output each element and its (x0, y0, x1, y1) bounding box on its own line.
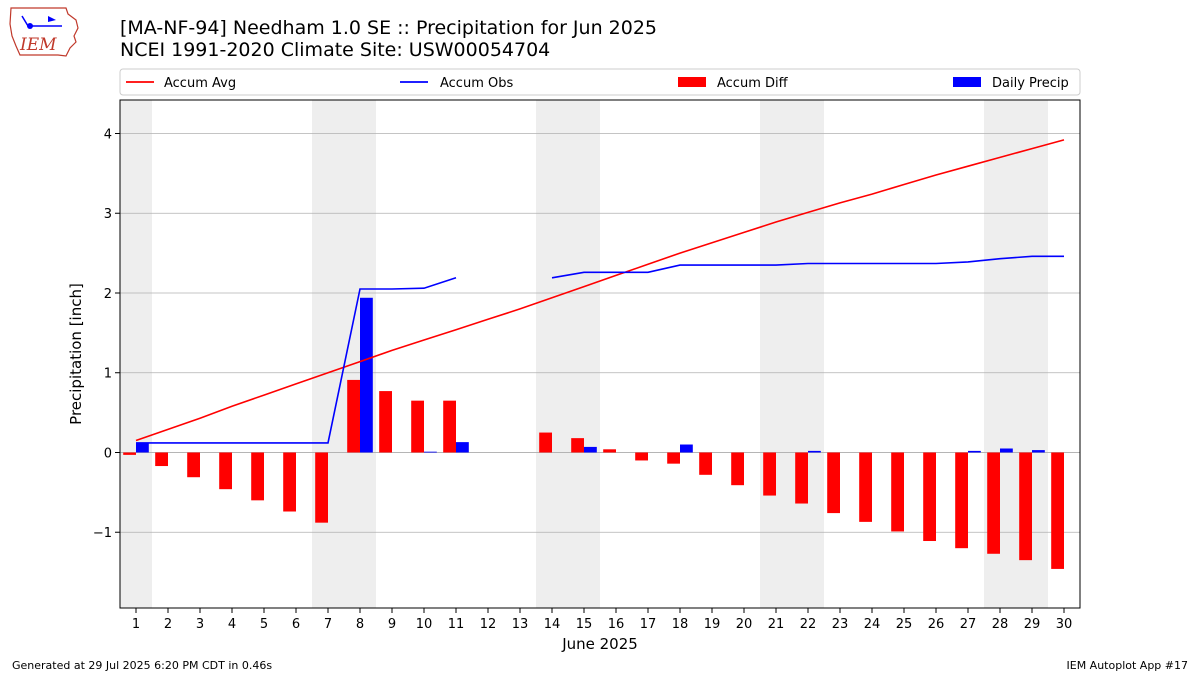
y-tick-label: 0 (104, 446, 112, 461)
accum-diff-bar (987, 452, 1000, 554)
x-tick-label: 12 (480, 617, 497, 632)
daily-precip-bar (808, 450, 821, 453)
iem-logo-text: IEM (19, 35, 57, 55)
x-tick-label: 18 (672, 617, 689, 632)
chart-title: [MA-NF-94] Needham 1.0 SE :: Precipitati… (120, 17, 658, 39)
daily-precip-bar (360, 297, 373, 453)
accum-diff-bar (763, 452, 776, 496)
x-tick-label: 20 (736, 617, 753, 632)
accum-avg-line (135, 139, 1065, 442)
daily-precip-bar (1000, 448, 1013, 453)
accum-diff-bar (923, 452, 936, 542)
x-tick-label: 11 (448, 617, 465, 632)
x-tick-label: 30 (1056, 617, 1073, 632)
x-tick-label: 25 (896, 617, 913, 632)
x-tick-label: 14 (544, 617, 561, 632)
accum-diff-bar (1019, 452, 1032, 561)
legend-label: Daily Precip (992, 76, 1069, 91)
accum-diff-bar (347, 379, 360, 453)
x-tick-label: 27 (960, 617, 977, 632)
x-tick-label: 6 (292, 617, 300, 632)
accum-diff-bar (283, 452, 296, 512)
x-tick-label: 29 (1024, 617, 1041, 632)
accum-diff-bar (859, 452, 872, 522)
x-tick-label: 17 (640, 617, 657, 632)
x-tick-label: 26 (928, 617, 945, 632)
y-tick-label: 2 (104, 287, 112, 302)
plot-frame (119, 99, 1081, 609)
accum-diff-bar (699, 452, 712, 475)
legend-label: Accum Diff (717, 76, 789, 91)
accum-diff-bar (315, 452, 328, 523)
y-tick-label: 4 (104, 127, 112, 142)
daily-precip-bar (968, 450, 981, 453)
accum-diff-bar (411, 400, 424, 453)
accum-diff-bar (187, 452, 200, 478)
daily-precip-bar (1032, 450, 1045, 453)
x-tick-label: 4 (228, 617, 236, 632)
footer-app: IEM Autoplot App #17 (1066, 659, 1189, 672)
legend-label: Accum Obs (440, 76, 513, 91)
accum-diff-bar (219, 452, 232, 490)
chart-subtitle: NCEI 1991-2020 Climate Site: USW00054704 (120, 39, 551, 61)
accum-diff-bar (603, 449, 616, 453)
y-tick-label: −1 (93, 526, 112, 541)
accum-diff-bar (955, 452, 968, 549)
accum-diff-bar (795, 452, 808, 504)
accum-diff-bar (635, 452, 648, 461)
x-tick-label: 5 (260, 617, 268, 632)
accum-obs-line (136, 255, 1064, 444)
accum-diff-bar (1051, 452, 1064, 569)
daily-precip-bar (136, 442, 149, 453)
x-tick-label: 1 (132, 617, 140, 632)
accum-diff-bar (539, 432, 552, 453)
x-tick-label: 7 (324, 617, 332, 632)
x-tick-label: 28 (992, 617, 1009, 632)
x-tick-label: 21 (768, 617, 785, 632)
weekend-band (536, 100, 600, 608)
x-tick-label: 24 (864, 617, 881, 632)
daily-precip-bar (680, 444, 693, 453)
legend: Accum Avg Accum Obs Accum Diff Daily Precip (119, 68, 1081, 96)
daily-precip-bar (456, 442, 469, 453)
accum-diff-bar (891, 452, 904, 532)
x-tick-label: 16 (608, 617, 625, 632)
legend-swatch-box (953, 77, 981, 87)
accum-diff-bar (155, 452, 168, 467)
x-tick-label: 2 (164, 617, 172, 632)
legend-swatch-box (678, 77, 706, 87)
iem-logo: IEM (9, 7, 79, 57)
x-tick-label: 3 (196, 617, 204, 632)
accum-diff-bar (443, 400, 456, 453)
x-axis-label: June 2025 (561, 635, 638, 653)
accum-diff-bar (123, 452, 136, 455)
x-tick-label: 23 (832, 617, 849, 632)
x-tick-label: 19 (704, 617, 721, 632)
y-tick-label: 3 (104, 207, 112, 222)
y-tick-label: 1 (104, 367, 112, 382)
x-tick-label: 13 (512, 617, 529, 632)
daily-precip-bar (584, 446, 597, 453)
accum-diff-bar (251, 452, 264, 501)
y-axis-label: Precipitation [inch] (67, 283, 85, 425)
x-tick-label: 15 (576, 617, 593, 632)
x-tick-label: 9 (388, 617, 396, 632)
daily-precip-bar (424, 451, 437, 453)
legend-label: Accum Avg (164, 76, 236, 91)
footer-generated: Generated at 29 Jul 2025 6:20 PM CDT in … (12, 659, 273, 672)
accum-diff-bar (827, 452, 840, 514)
accum-diff-bar (571, 438, 584, 453)
x-tick-label: 10 (416, 617, 433, 632)
accum-diff-bar (379, 391, 392, 453)
x-tick-label: 22 (800, 617, 817, 632)
accum-diff-bar (731, 452, 744, 486)
weekend-band (760, 100, 824, 608)
accum-diff-bar (667, 452, 680, 464)
weekend-band (120, 100, 152, 608)
legend-box (119, 68, 1081, 96)
x-tick-label: 8 (356, 617, 364, 632)
